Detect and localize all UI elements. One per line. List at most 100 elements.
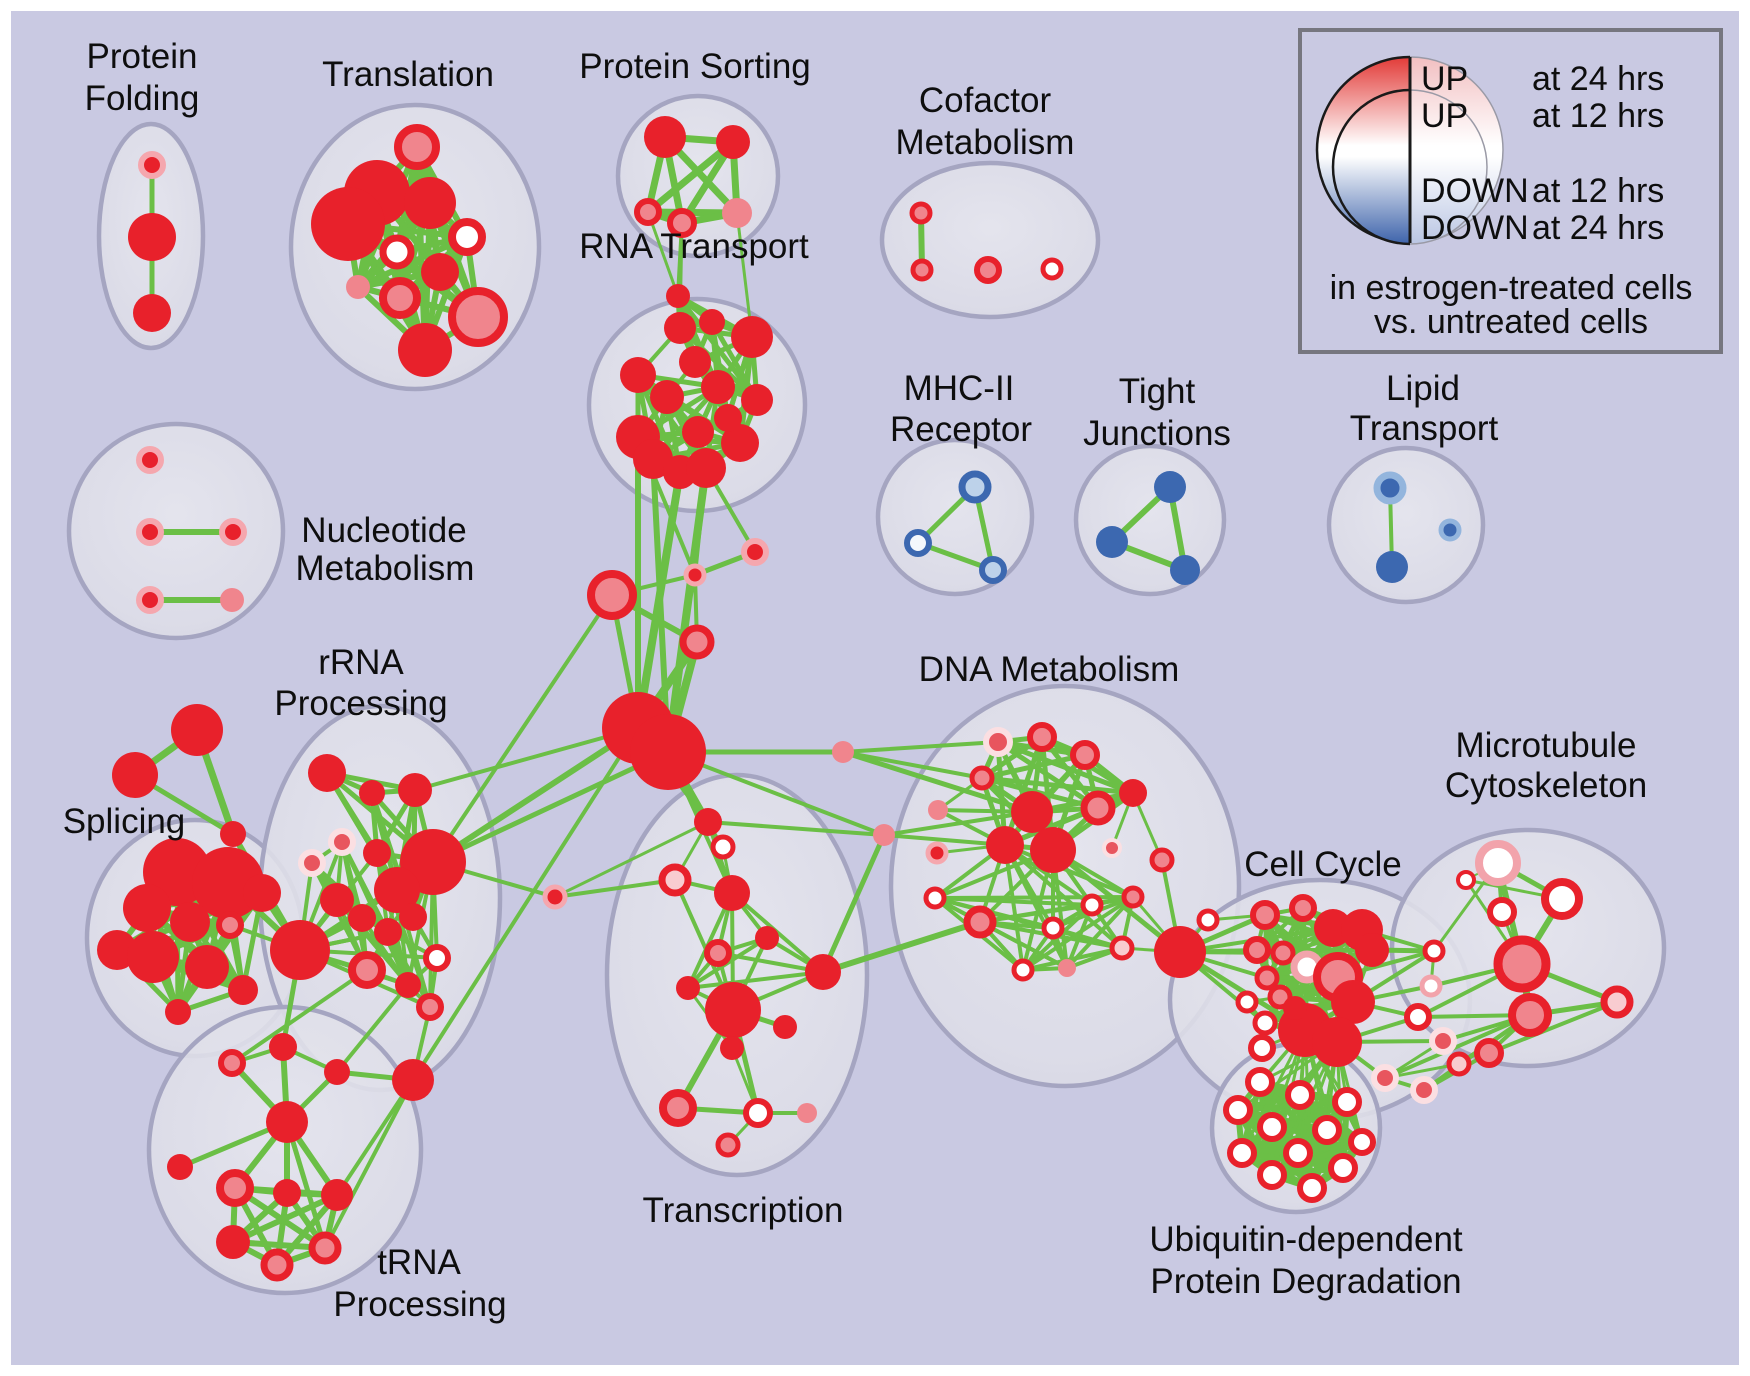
legend-time-label: at 12 hrs bbox=[1532, 172, 1664, 210]
gene-node bbox=[720, 1036, 744, 1060]
gene-node bbox=[679, 346, 711, 378]
gene-node bbox=[133, 294, 171, 332]
gene-node bbox=[138, 151, 166, 179]
gene-node bbox=[1446, 1051, 1472, 1077]
gene-node bbox=[909, 201, 933, 225]
network-edge bbox=[1383, 1013, 1532, 1080]
gene-node bbox=[363, 839, 391, 867]
gene-node bbox=[979, 556, 1007, 584]
cluster-label: MHC-II bbox=[904, 369, 1015, 408]
network-edge bbox=[882, 810, 1034, 837]
cluster-label: Folding bbox=[85, 79, 200, 118]
network-edge bbox=[340, 840, 369, 972]
gene-node bbox=[969, 765, 995, 791]
cluster-label: Cell Cycle bbox=[1244, 845, 1402, 884]
cluster-label: Transcription bbox=[643, 1191, 844, 1230]
gene-node bbox=[1371, 1064, 1399, 1092]
network-edge bbox=[431, 593, 614, 864]
legend-saturated-half bbox=[1315, 55, 1410, 246]
gene-node bbox=[136, 446, 164, 474]
gene-node bbox=[308, 1231, 342, 1265]
cluster-label: DNA Metabolism bbox=[919, 650, 1180, 689]
gene-node bbox=[1508, 993, 1552, 1037]
gene-node bbox=[832, 741, 854, 763]
cluster-lipid-transport bbox=[1326, 445, 1486, 605]
gene-node bbox=[398, 323, 452, 377]
gene-node bbox=[1404, 1003, 1432, 1031]
gene-node bbox=[97, 930, 137, 970]
network-edge bbox=[978, 903, 1094, 924]
gene-node bbox=[216, 1225, 250, 1259]
cluster-label: Processing bbox=[333, 1285, 506, 1324]
gene-node bbox=[1475, 840, 1521, 886]
gene-node bbox=[1541, 878, 1583, 920]
legend-note-line1: in estrogen-treated cells bbox=[1330, 269, 1693, 307]
gene-node bbox=[220, 821, 246, 847]
gene-node bbox=[1429, 1027, 1457, 1055]
gene-node bbox=[1170, 555, 1200, 585]
cluster-label: Cofactor bbox=[919, 81, 1052, 120]
network-edge bbox=[335, 983, 410, 1074]
gene-node bbox=[1096, 526, 1128, 558]
gene-node bbox=[1493, 935, 1551, 993]
network-edge bbox=[413, 726, 640, 792]
gene-node bbox=[374, 867, 420, 913]
network-edge bbox=[230, 1192, 340, 1245]
network-edge bbox=[841, 740, 1000, 754]
legend-time-label: at 24 hrs bbox=[1532, 209, 1664, 247]
gene-node bbox=[379, 277, 421, 319]
gene-node bbox=[716, 125, 750, 159]
gene-node bbox=[797, 1103, 817, 1123]
gene-node bbox=[714, 404, 742, 432]
gene-node bbox=[1283, 1138, 1313, 1168]
gene-node bbox=[721, 424, 759, 462]
gene-node bbox=[1058, 959, 1076, 977]
gene-node bbox=[773, 1015, 797, 1039]
network-edge bbox=[666, 750, 886, 837]
gene-node bbox=[805, 954, 841, 990]
cluster-label: Nucleotide bbox=[301, 511, 466, 550]
network-edge bbox=[678, 221, 684, 330]
gene-node bbox=[1011, 791, 1053, 833]
gene-node bbox=[923, 886, 947, 910]
legend-direction-label: DOWN bbox=[1421, 209, 1529, 247]
cluster-label: Translation bbox=[322, 55, 494, 94]
gene-node bbox=[659, 1089, 697, 1127]
gene-node bbox=[165, 999, 191, 1025]
gene-node bbox=[112, 752, 158, 798]
cluster-label: Processing bbox=[274, 684, 447, 723]
cluster-label: Protein Sorting bbox=[579, 47, 811, 86]
gene-node bbox=[170, 902, 210, 942]
gene-node bbox=[958, 470, 992, 504]
gene-node bbox=[1235, 990, 1259, 1014]
gene-node bbox=[1355, 933, 1389, 967]
gene-node bbox=[731, 316, 773, 358]
network-edge bbox=[1021, 946, 1124, 972]
network-edge bbox=[230, 968, 369, 1065]
gene-node bbox=[448, 287, 508, 347]
gene-node bbox=[269, 1033, 297, 1061]
network-edge bbox=[1003, 843, 1135, 899]
gene-node bbox=[679, 624, 715, 660]
gene-node bbox=[216, 911, 244, 939]
gene-node bbox=[755, 926, 779, 950]
gene-node bbox=[741, 538, 769, 566]
network-edge bbox=[820, 919, 983, 975]
network-edge bbox=[650, 456, 671, 755]
cluster-label: Cytoskeleton bbox=[1445, 766, 1647, 805]
network-edge bbox=[1003, 843, 1025, 972]
gene-node bbox=[1250, 900, 1280, 930]
gene-node bbox=[1297, 1173, 1327, 1203]
gene-node bbox=[311, 187, 385, 261]
gene-node bbox=[398, 773, 432, 807]
gene-node bbox=[633, 439, 673, 479]
gene-node bbox=[1410, 1076, 1438, 1104]
gene-node bbox=[664, 312, 696, 344]
gene-nodes bbox=[97, 116, 1634, 1282]
cluster-label: Receptor bbox=[890, 410, 1032, 449]
gene-node bbox=[320, 883, 354, 917]
gene-node bbox=[1376, 551, 1408, 583]
gene-node bbox=[1243, 936, 1271, 964]
network-edge bbox=[840, 749, 1035, 815]
